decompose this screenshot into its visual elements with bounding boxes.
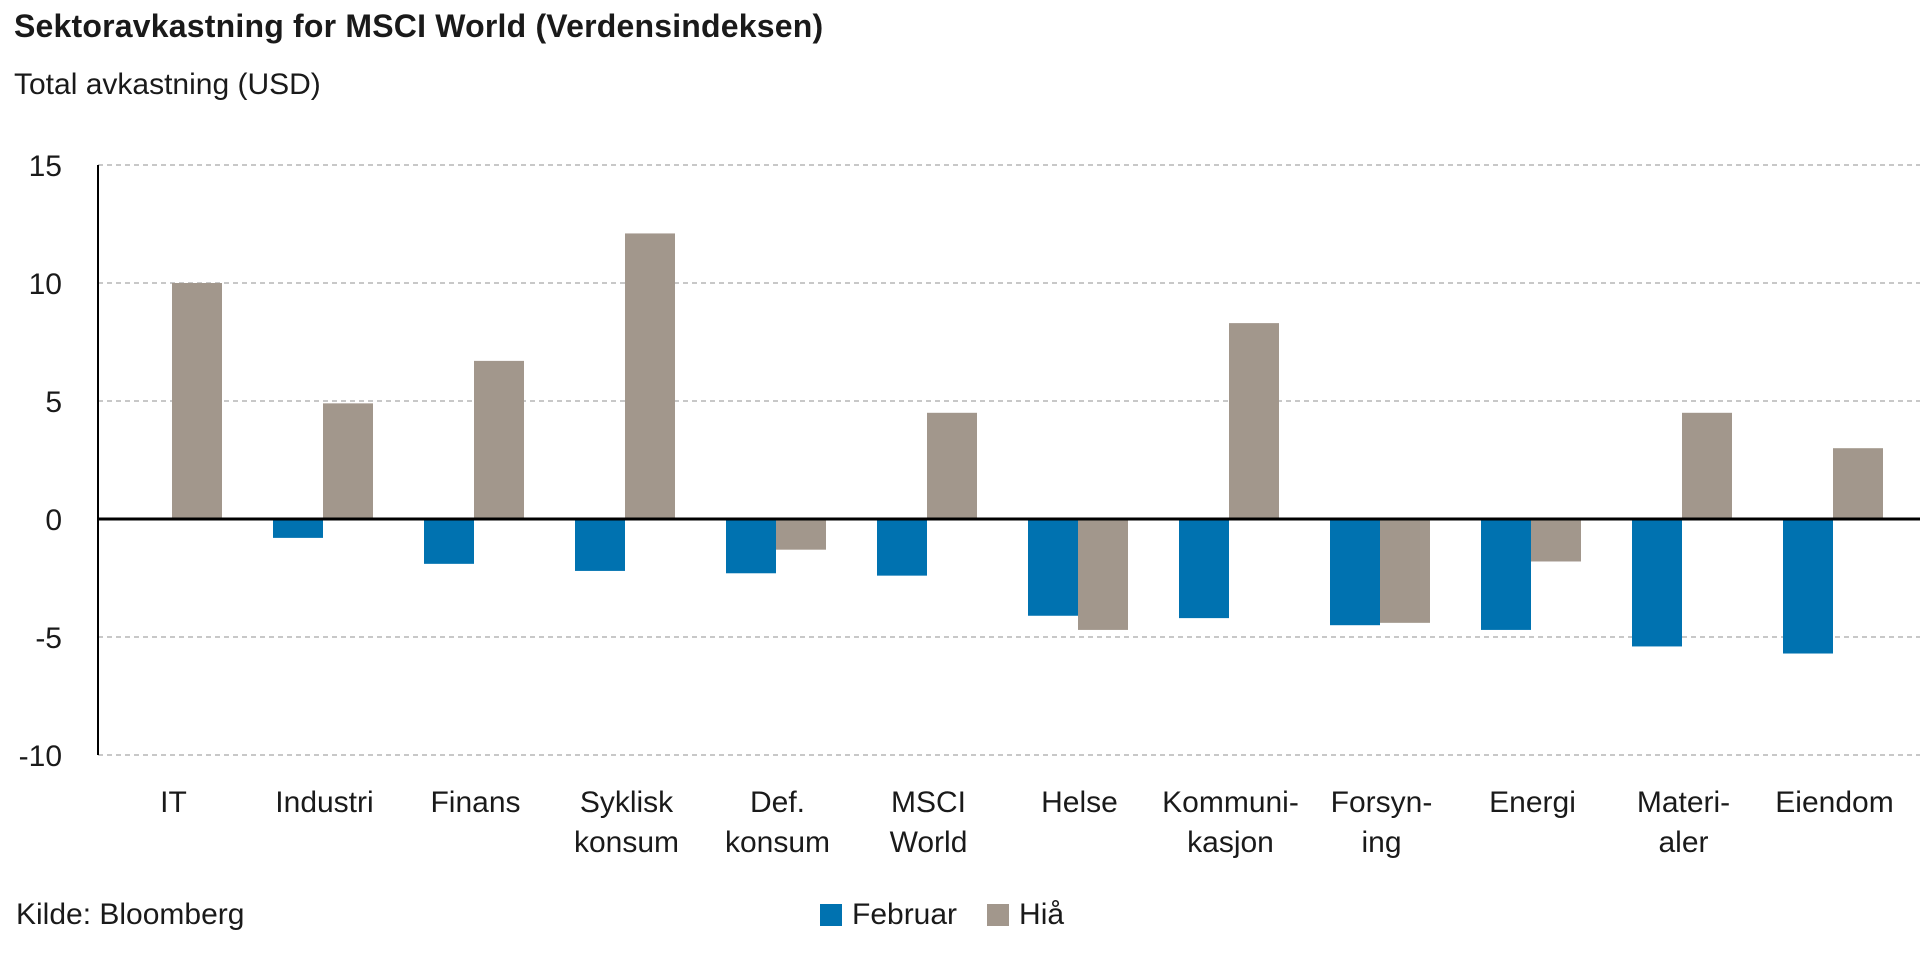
bar-februar — [1330, 519, 1380, 626]
legend-label-hia: Hiå — [1019, 898, 1065, 931]
bar-hia — [1682, 412, 1732, 519]
x-tick-label: Def. — [750, 786, 805, 819]
x-tick-label: Eiendom — [1775, 786, 1893, 819]
bar-hia — [172, 283, 222, 519]
bar-hia — [1229, 323, 1279, 519]
bar-februar — [726, 519, 776, 574]
bar-hia — [1531, 519, 1581, 562]
y-tick-label: 10 — [29, 268, 62, 301]
chart-subtitle: Total avkastning (USD) — [14, 68, 321, 101]
x-tick-label: Energi — [1489, 786, 1576, 819]
x-tick-label: Forsyn- — [1331, 786, 1433, 819]
legend-item-februar: Februar — [820, 898, 957, 932]
x-tick-label: MSCI — [891, 786, 966, 819]
bar-februar — [1632, 519, 1682, 647]
legend-swatch-februar — [820, 904, 842, 926]
x-tick-label: aler — [1658, 826, 1708, 859]
bar-hia — [625, 233, 675, 519]
x-tick-label: World — [890, 826, 968, 859]
x-tick-label: konsum — [725, 826, 830, 859]
bar-hia — [323, 403, 373, 519]
x-tick-label: IT — [160, 786, 187, 819]
bar-hia — [1833, 448, 1883, 519]
bar-februar — [877, 519, 927, 576]
x-tick-label: kasjon — [1187, 826, 1274, 859]
source-note: Kilde: Bloomberg — [16, 898, 245, 931]
x-tick-label: ing — [1361, 826, 1401, 859]
chart-title: Sektoravkastning for MSCI World (Verdens… — [14, 8, 824, 44]
bar-hia — [1078, 519, 1128, 630]
x-tick-label: Finans — [430, 786, 520, 819]
x-tick-label: Kommuni- — [1162, 786, 1299, 819]
bar-hia — [474, 360, 524, 519]
bar-februar — [424, 519, 474, 564]
legend-label-februar: Februar — [852, 898, 958, 931]
y-tick-label: 15 — [29, 150, 62, 183]
x-tick-label: Materi- — [1637, 786, 1730, 819]
bar-februar — [1028, 519, 1078, 616]
bar-hia — [927, 412, 977, 519]
legend: Februar Hiå — [820, 898, 1094, 932]
bar-hia — [776, 519, 826, 550]
bar-februar — [1179, 519, 1229, 619]
legend-swatch-hia — [987, 904, 1010, 926]
y-tick-label: -5 — [35, 622, 62, 655]
x-tick-label: Syklisk — [580, 786, 674, 819]
y-tick-label: 5 — [45, 386, 62, 419]
bar-februar — [1481, 519, 1531, 630]
y-tick-label: -10 — [19, 740, 62, 773]
x-tick-label: Industri — [275, 786, 373, 819]
legend-item-hia: Hiå — [987, 898, 1064, 932]
bar-hia — [1380, 519, 1430, 623]
bar-februar — [575, 519, 625, 571]
y-tick-label: 0 — [45, 504, 62, 537]
bar-chart: 15 10 5 0 -5 -10 IT Industri Finans Syklisk konsum… — [19, 150, 1920, 859]
x-tick-label: konsum — [574, 826, 679, 859]
bar-februar — [273, 519, 323, 538]
bar-februar — [1783, 519, 1833, 654]
x-tick-label: Helse — [1041, 786, 1118, 819]
